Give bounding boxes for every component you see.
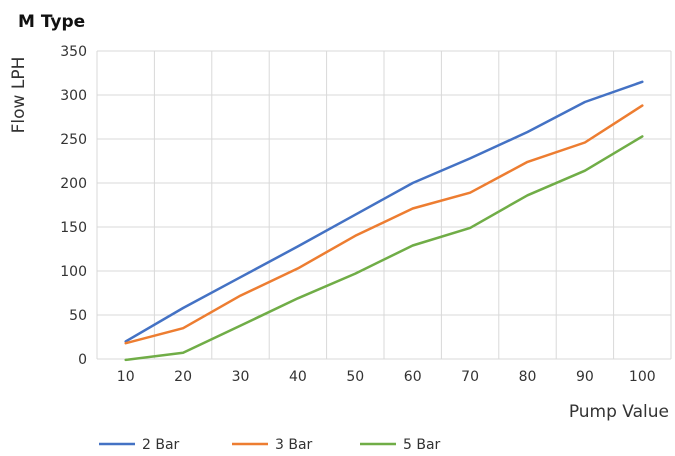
x-tick-label: 70 (461, 369, 479, 385)
legend-label: 3 Bar (275, 437, 313, 453)
x-tick-label: 50 (346, 369, 364, 385)
x-tick-label: 90 (576, 369, 594, 385)
y-tick-label: 250 (60, 132, 87, 148)
y-axis-ticks: 0 50 100 150 200 250 300 350 (60, 44, 87, 368)
y-tick-label: 300 (60, 88, 87, 104)
x-tick-label: 10 (117, 369, 135, 385)
legend-label: 2 Bar (142, 437, 180, 453)
series-line-5-bar (124, 135, 644, 362)
x-tick-label: 60 (404, 369, 422, 385)
y-tick-label: 350 (60, 44, 87, 60)
legend-label: 5 Bar (403, 437, 441, 453)
gridlines (96, 50, 672, 360)
y-tick-label: 200 (60, 176, 87, 192)
x-axis-label: Pump Value (569, 402, 669, 422)
y-tick-label: 0 (78, 352, 87, 368)
x-axis-ticks: 10 20 30 40 50 60 70 80 90 100 (117, 369, 656, 385)
y-tick-label: 100 (60, 264, 87, 280)
x-tick-label: 100 (629, 369, 656, 385)
x-tick-label: 80 (519, 369, 537, 385)
y-axis-label: Flow LPH (9, 57, 29, 134)
series-lines (124, 80, 644, 362)
x-tick-label: 40 (289, 369, 307, 385)
x-tick-label: 20 (174, 369, 192, 385)
y-tick-label: 150 (60, 220, 87, 236)
series-line-2-bar (124, 80, 644, 343)
y-tick-label: 50 (69, 308, 87, 324)
chart-title: M Type (18, 12, 85, 32)
x-tick-label: 30 (232, 369, 250, 385)
series-line-3-bar (124, 104, 644, 345)
legend: 2 Bar 3 Bar 5 Bar (99, 437, 441, 453)
